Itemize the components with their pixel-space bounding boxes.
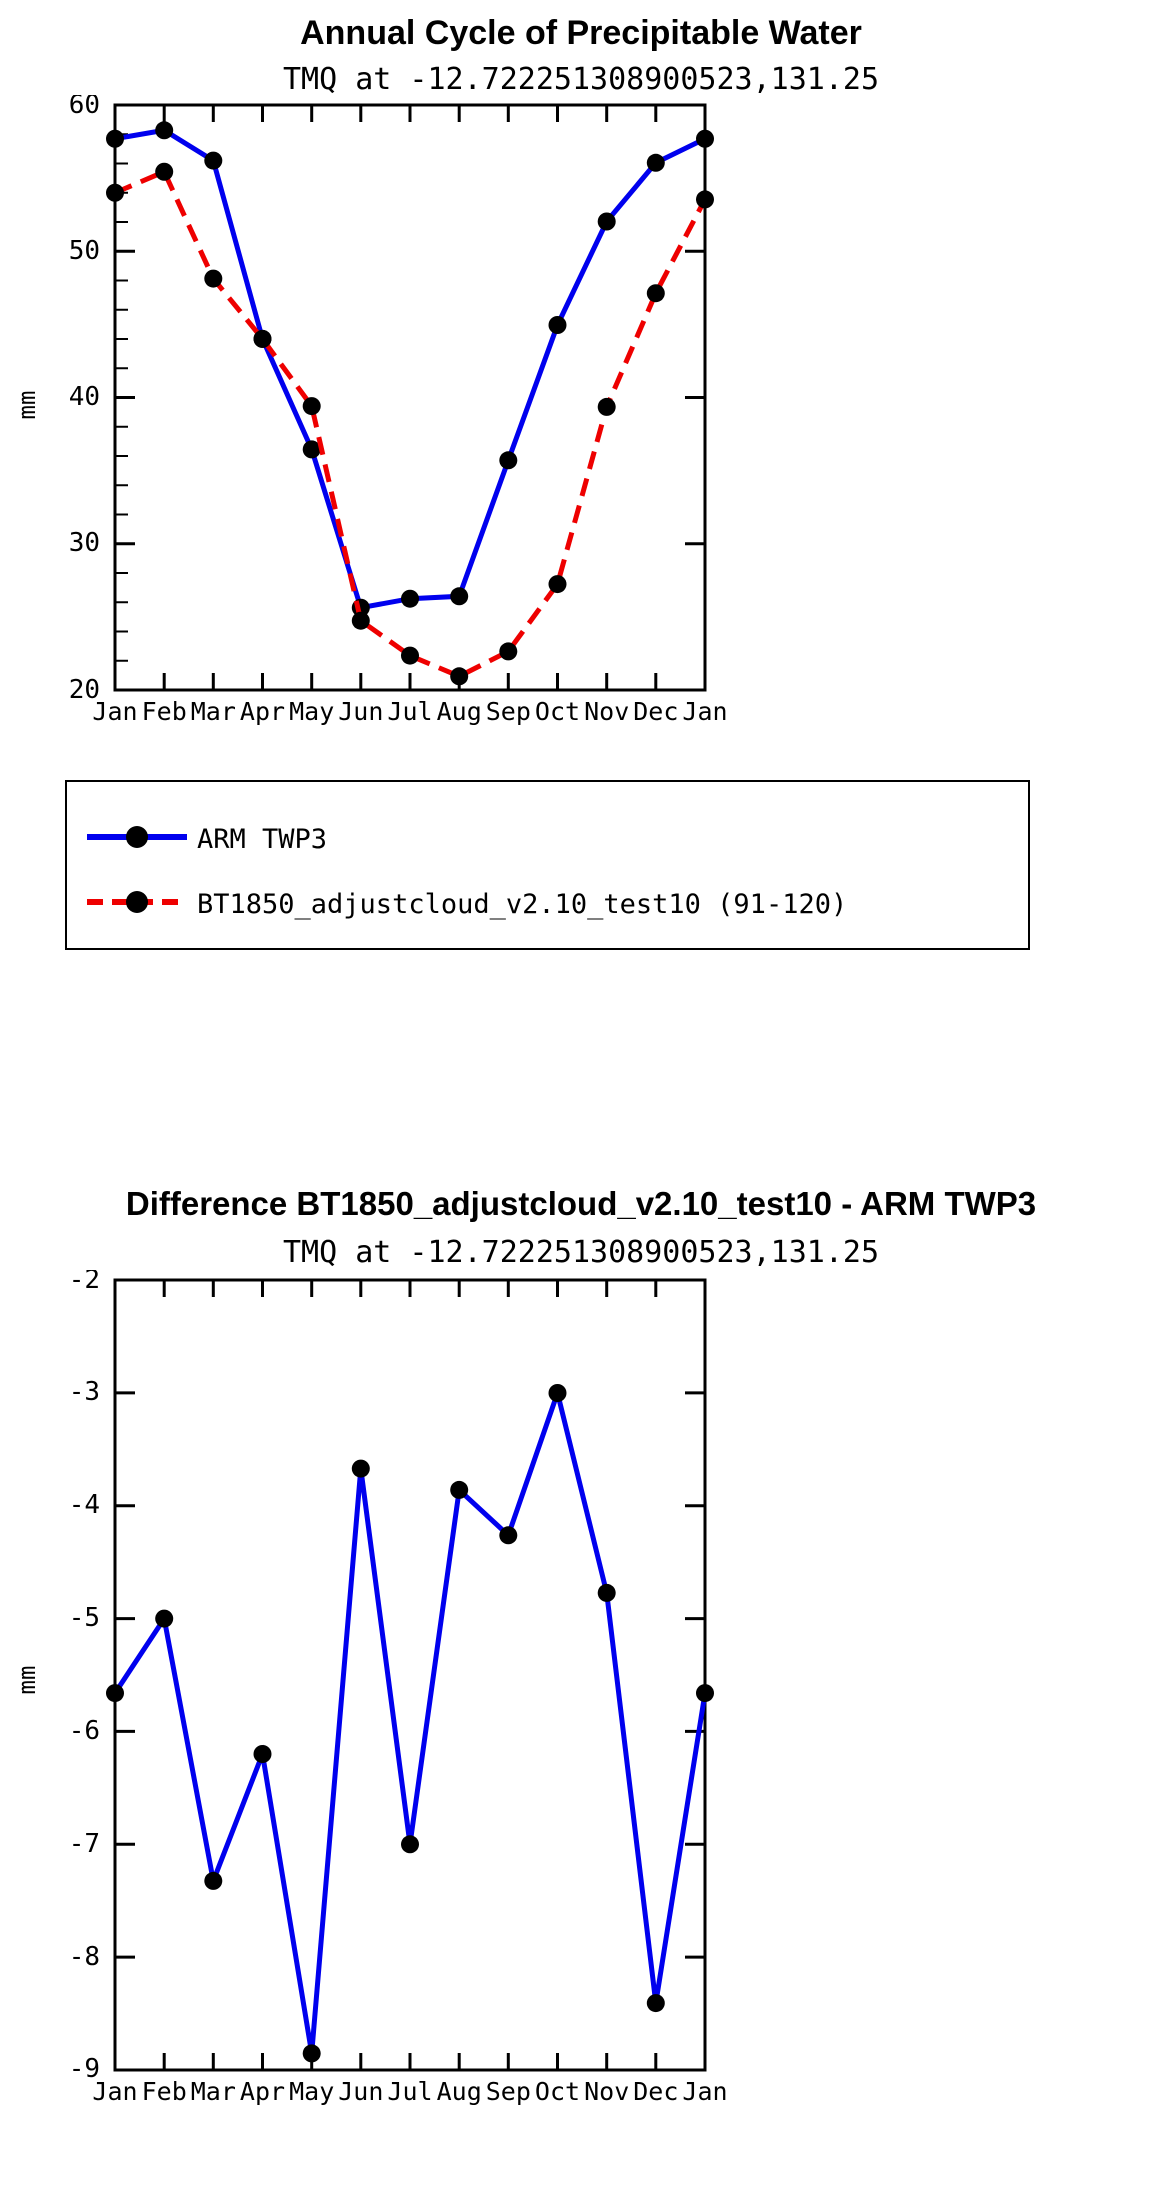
chart2-ytick-4: -6	[69, 1716, 100, 1746]
chart1-xtick-2: Mar	[191, 697, 236, 726]
chart1-xtick-10: Nov	[584, 697, 629, 726]
chart1-xtick-1: Feb	[142, 697, 187, 726]
chart2-ytick-1: -3	[69, 1377, 100, 1407]
chart2-xtick-3: Apr	[240, 2077, 285, 2106]
chart2-ytick-5: -7	[69, 1829, 100, 1859]
chart1-xtick-6: Jul	[387, 697, 432, 726]
chart2-xtick-0: Jan	[92, 2077, 137, 2106]
chart1-ytick-50: 50	[69, 236, 100, 266]
chart1-xtick-5: Jun	[338, 697, 383, 726]
chart1-xtick-0: Jan	[92, 697, 137, 726]
chart1-xaxis: Jan Feb Mar Apr May Jun Jul Aug Sep Oct …	[92, 105, 727, 726]
chart1-subtitle: TMQ at -12.722251308900523,131.25	[0, 62, 1162, 97]
chart2-xtick-4: May	[289, 2077, 334, 2106]
chart2-xtick-6: Jul	[387, 2077, 432, 2106]
chart2-ytick-6: -8	[69, 1942, 100, 1972]
chart1-svg: 60 50 40 30 20 mm	[0, 95, 1162, 795]
chart2-xtick-12: Jan	[682, 2077, 727, 2106]
chart1-ytick-60: 60	[69, 95, 100, 120]
chart1-legend-label-1: BT1850_adjustcloud_v2.10_test10 (91-120)	[197, 889, 847, 920]
chart2-ytick-2: -4	[69, 1490, 100, 1520]
chart1-legend-svg: ARM TWP3 BT1850_adjustcloud_v2.10_test10…	[67, 782, 1032, 952]
chart2-xtick-9: Oct	[535, 2077, 580, 2106]
chart1-ytick-40: 40	[69, 382, 100, 412]
chart2-xtick-8: Sep	[486, 2077, 531, 2106]
chart2-xtick-1: Feb	[142, 2077, 187, 2106]
chart1-xtick-11: Dec	[633, 697, 678, 726]
chart1-xtick-8: Sep	[486, 697, 531, 726]
chart2-xtick-2: Mar	[191, 2077, 236, 2106]
chart1-legend-label-0: ARM TWP3	[197, 824, 327, 855]
chart2-series-diff-line	[115, 1393, 705, 2053]
chart2-xtick-7: Aug	[437, 2077, 482, 2106]
chart2-xtick-10: Nov	[584, 2077, 629, 2106]
chart1-xtick-4: May	[289, 697, 334, 726]
chart1-legend: ARM TWP3 BT1850_adjustcloud_v2.10_test10…	[65, 780, 1030, 950]
chart2-title: Difference BT1850_adjustcloud_v2.10_test…	[0, 1185, 1162, 1223]
page-root: Annual Cycle of Precipitable Water TMQ a…	[0, 0, 1162, 2207]
chart2-ylabel: mm	[13, 1666, 41, 1695]
chart1-xtick-9: Oct	[535, 697, 580, 726]
chart2-svg: -2 -3 -4 -5 -6 -7 -8 -9 mm	[0, 1270, 1162, 2140]
chart2-ytick-0: -2	[69, 1270, 100, 1295]
chart1-title: Annual Cycle of Precipitable Water	[0, 14, 1162, 53]
chart2-xtick-11: Dec	[633, 2077, 678, 2106]
chart2-xtick-5: Jun	[338, 2077, 383, 2106]
chart1-series-armtwp3-markers	[106, 121, 714, 616]
chart1-xtick-7: Aug	[437, 697, 482, 726]
chart2-yaxis: -2 -3 -4 -5 -6 -7 -8 -9 mm	[13, 1270, 705, 2084]
chart1-xtick-3: Apr	[240, 697, 285, 726]
chart2-ytick-3: -5	[69, 1603, 100, 1633]
chart2-subtitle: TMQ at -12.722251308900523,131.25	[0, 1235, 1162, 1270]
chart1-ylabel: mm	[13, 391, 41, 420]
chart1-ytick-30: 30	[69, 528, 100, 558]
chart1-xtick-12: Jan	[682, 697, 727, 726]
chart1-series-armtwp3-line	[115, 130, 705, 607]
chart2-xaxis: Jan Feb Mar Apr May Jun Jul Aug Sep Oct …	[92, 1280, 727, 2106]
